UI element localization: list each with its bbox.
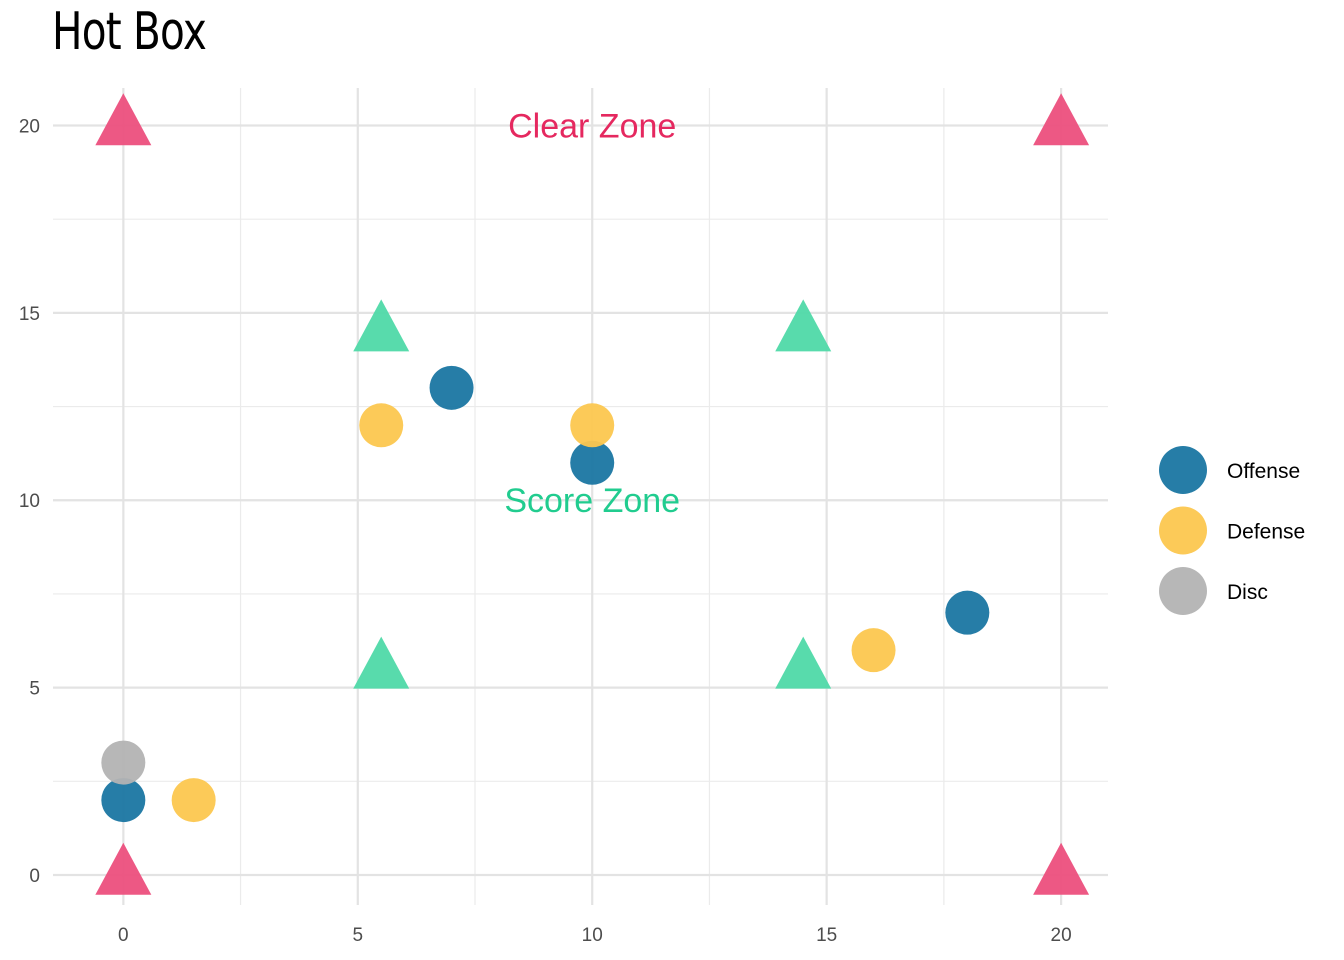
zone-annotation: Clear Zone — [508, 107, 676, 145]
score-zone-cone — [353, 636, 410, 689]
defense-point — [359, 403, 404, 448]
offense-point — [429, 365, 474, 410]
y-tick-label: 20 — [19, 116, 40, 137]
defense-point — [171, 778, 216, 823]
disc-point — [101, 740, 146, 785]
offense-point — [945, 590, 990, 635]
chart-title: Hot Box — [52, 2, 207, 62]
legend-key-offense — [1159, 446, 1207, 494]
score-zone-cone — [775, 299, 832, 352]
legend-label-disc: Disc — [1227, 581, 1268, 604]
y-tick-label: 5 — [29, 679, 40, 700]
x-tick-label: 20 — [1051, 925, 1072, 946]
clear-zone-cone — [95, 842, 152, 895]
x-tick-label: 5 — [352, 925, 363, 946]
zone-annotation: Score Zone — [504, 482, 680, 520]
y-tick-label: 15 — [19, 304, 40, 325]
clear-zone-cone — [95, 93, 152, 146]
x-tick-label: 0 — [118, 925, 129, 946]
clear-zone-cone — [1033, 93, 1090, 146]
legend-key-disc — [1159, 567, 1207, 615]
legend-label-defense: Defense — [1227, 521, 1305, 544]
score-zone-cone — [353, 299, 410, 352]
score-zone-cone — [775, 636, 832, 689]
x-tick-label: 15 — [816, 925, 837, 946]
defense-point — [570, 403, 615, 448]
y-tick-label: 0 — [29, 866, 40, 887]
offense-point — [101, 778, 146, 823]
offense-point — [570, 440, 615, 485]
legend-label-offense: Offense — [1227, 460, 1300, 483]
defense-point — [851, 628, 896, 673]
legend-key-defense — [1159, 506, 1207, 555]
y-tick-label: 10 — [19, 491, 40, 512]
x-tick-label: 10 — [582, 925, 603, 946]
clear-zone-cone — [1033, 842, 1090, 895]
